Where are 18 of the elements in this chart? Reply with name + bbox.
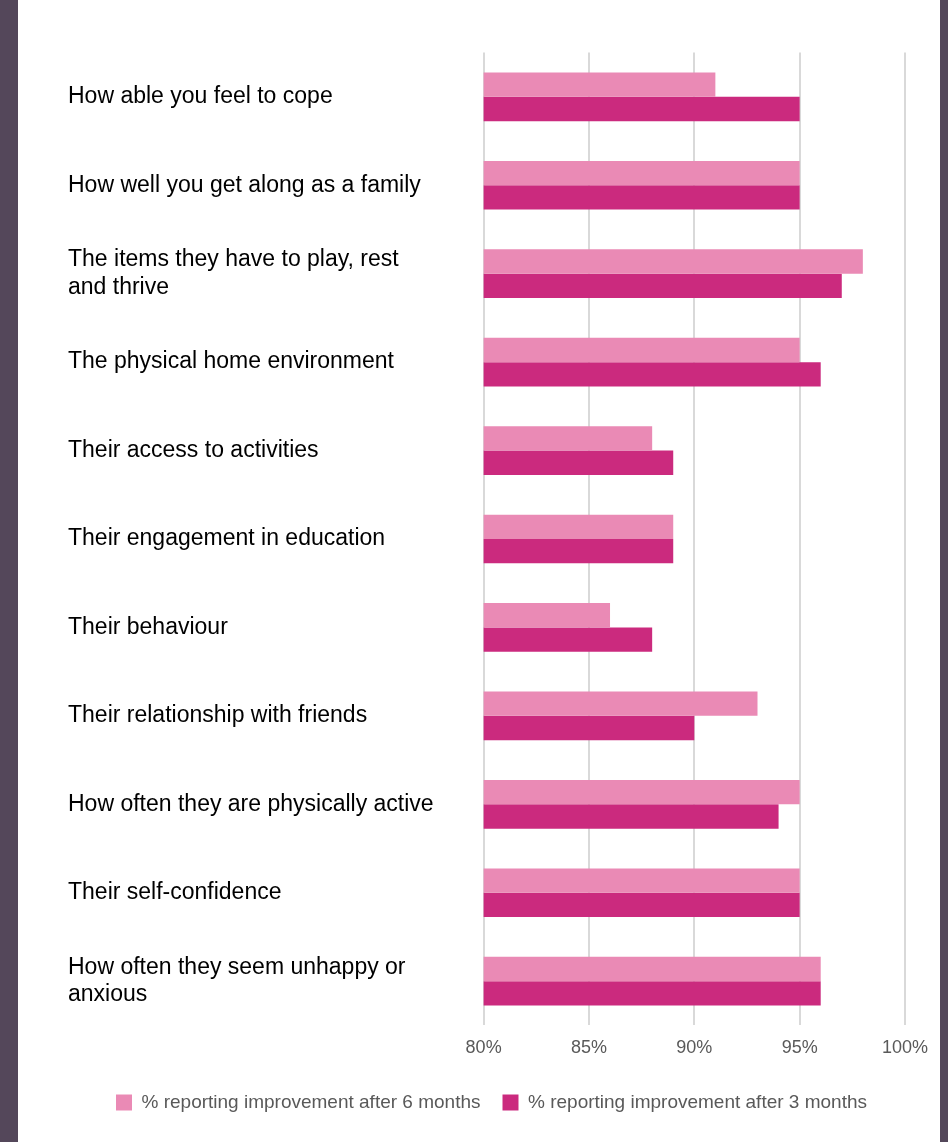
y-tick-label: The items they have to play, rest and thrive: [68, 245, 400, 299]
y-tick-label: Their self-confidence: [68, 878, 282, 905]
y-tick-label: Their engagement in education: [68, 524, 386, 551]
y-tick-label: How well you get along as a family: [68, 170, 422, 197]
x-tick-label: 95%: [781, 1037, 818, 1058]
y-tick-label: Their access to activities: [68, 435, 319, 462]
x-tick-label: 80%: [465, 1037, 502, 1058]
legend-label: % reporting improvement after 6 months: [141, 1090, 481, 1112]
y-tick-label: How able you feel to cope: [68, 82, 333, 109]
y-tick-label: Their relationship with friends: [68, 701, 368, 728]
y-tick-label: How often they seem unhappy or anxious: [68, 952, 406, 1007]
y-tick-label: The physical home environment: [68, 347, 395, 374]
x-tick-label: 85%: [570, 1037, 607, 1058]
y-tick-label: Their behaviour: [68, 612, 229, 639]
y-tick-label: How often they are physically active: [68, 789, 434, 816]
legend-label: % reporting improvement after 3 months: [528, 1090, 867, 1112]
x-tick-label: 100%: [881, 1037, 928, 1058]
x-tick-label: 90%: [676, 1037, 713, 1058]
